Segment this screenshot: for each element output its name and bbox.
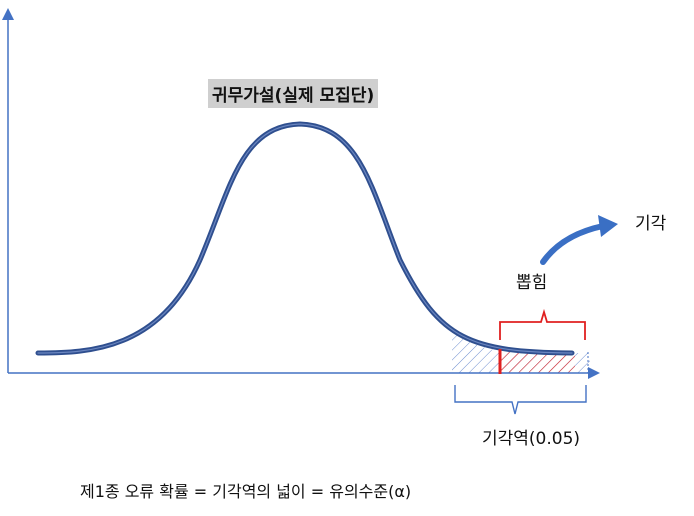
reject-label: 기각	[635, 214, 667, 234]
sample-brace	[499, 308, 586, 340]
curved-arrow-icon	[540, 223, 606, 265]
region-brace	[454, 385, 587, 415]
formula-text: 제1종 오류 확률 = 기각역의 넓이 = 유의수준(α)	[80, 482, 412, 501]
bell-curve	[35, 121, 575, 356]
curved-arrow-head	[598, 215, 618, 237]
bell-curve-highlight	[37, 123, 573, 354]
sample-extraction-label: 뽑힘	[516, 273, 548, 293]
null-hypothesis-label: 귀무가설(실제 모집단)	[208, 79, 379, 108]
rejection-region-label: 기각역(0.05)	[482, 429, 581, 449]
